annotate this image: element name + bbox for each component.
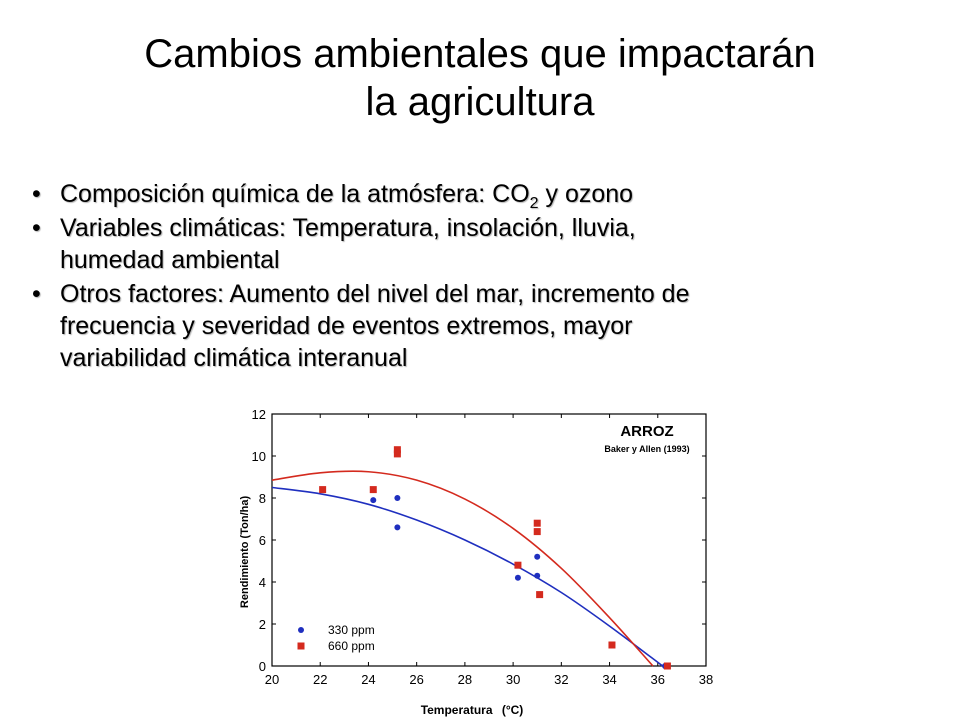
data-point-660-ppm	[319, 486, 327, 494]
x-tick-label: 26	[409, 672, 423, 687]
data-point-330-ppm	[514, 574, 521, 581]
x-tick-label: 30	[506, 672, 520, 687]
y-axis-label: Rendimiento (Ton/ha)	[239, 496, 251, 609]
chart-subtitle: Baker y Allen (1993)	[604, 444, 689, 454]
bullet-dot: •	[32, 180, 41, 208]
data-point-330-ppm	[394, 495, 401, 501]
x-axis-label-text: Temperatura	[421, 703, 493, 717]
y-tick-label: 12	[252, 407, 266, 422]
x-tick-label: 28	[458, 672, 472, 687]
bullet-line: variabilidad climática interanual	[60, 344, 408, 372]
bullet-dot: •	[32, 280, 41, 308]
legend-label-330-ppm: 330 ppm	[328, 623, 375, 637]
x-tick-label: 34	[602, 672, 616, 687]
legend-marker-660-ppm	[297, 642, 305, 650]
bullet-line: Variables climáticas: Temperatura, insol…	[60, 214, 636, 242]
bullet-text: Composición química de la atmósfera: CO	[60, 180, 530, 208]
y-tick-label: 0	[259, 659, 266, 674]
bullet-item-climate-variables: • Variables climáticas: Temperatura, ins…	[28, 212, 928, 276]
bullet-line: frecuencia y severidad de eventos extrem…	[60, 312, 633, 340]
data-point-330-ppm	[394, 524, 401, 531]
data-point-330-ppm	[370, 497, 377, 504]
slide-title: Cambios ambientales que impactarán la ag…	[0, 30, 960, 126]
fit-curve-660-ppm	[271, 470, 654, 667]
x-tick-label: 24	[361, 672, 375, 687]
data-point-660-ppm	[663, 662, 671, 670]
fit-curve-330-ppm	[271, 486, 664, 667]
data-point-660-ppm	[533, 519, 541, 527]
x-tick-label: 36	[651, 672, 665, 687]
legend-label-660-ppm: 660 ppm	[328, 639, 375, 653]
slide-title-line2: la agricultura	[365, 80, 595, 124]
bullet-line: Otros factores: Aumento del nivel del ma…	[60, 280, 690, 308]
data-point-330-ppm	[534, 553, 541, 560]
slide-title-line1: Cambios ambientales que impactarán	[144, 32, 816, 76]
y-tick-label: 6	[259, 533, 266, 548]
data-point-660-ppm	[514, 561, 522, 569]
bullet-item-other-factors: • Otros factores: Aumento del nivel del …	[28, 278, 928, 374]
subscript-2: 2	[529, 195, 539, 212]
y-tick-label: 4	[259, 575, 266, 590]
bullet-list: • Composición química de la atmósfera: C…	[28, 178, 928, 376]
data-point-660-ppm	[369, 486, 377, 494]
x-tick-label: 20	[265, 672, 279, 687]
chart-background	[232, 402, 714, 720]
x-tick-label: 22	[313, 672, 327, 687]
data-point-660-ppm	[393, 446, 401, 454]
data-point-660-ppm	[536, 591, 544, 599]
y-tick-label: 10	[252, 449, 266, 464]
y-tick-label: 8	[259, 491, 266, 506]
data-point-660-ppm	[393, 450, 401, 458]
data-point-660-ppm	[533, 528, 541, 536]
x-axis-label-unit: (°C)	[502, 703, 523, 717]
bullet-text-suffix: y ozono	[538, 180, 634, 208]
legend-marker-330-ppm	[298, 627, 304, 633]
x-axis-label: Temperatura (°C)	[421, 703, 524, 717]
chart-title: ARROZ	[620, 423, 673, 440]
x-tick-label: 38	[699, 672, 713, 687]
rice-yield-chart: 20 22 24 26 28 30 32 34 36 38 0 2 4 6 8 10 12 330 ppm 66…	[232, 402, 714, 720]
x-tick-label: 32	[554, 672, 568, 687]
bullet-item-composition: • Composición química de la atmósfera: C…	[28, 178, 928, 212]
y-tick-label: 2	[259, 617, 266, 632]
data-point-660-ppm	[608, 641, 616, 649]
data-point-330-ppm	[534, 572, 541, 579]
bullet-dot: •	[32, 214, 41, 242]
bullet-line: humedad ambiental	[60, 246, 280, 274]
